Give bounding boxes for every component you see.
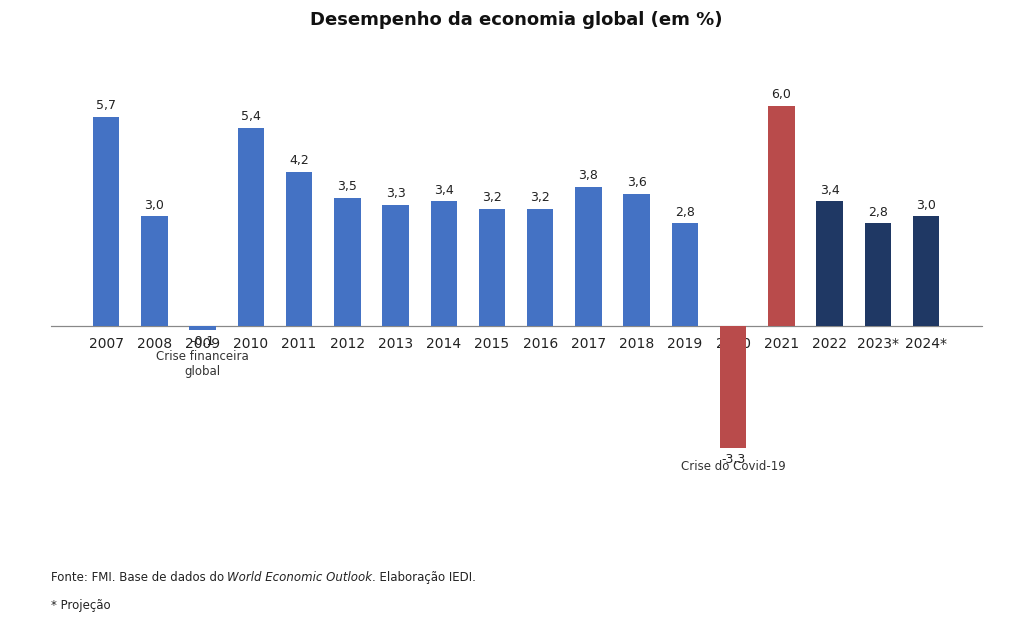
Text: 5,7: 5,7 xyxy=(96,99,116,112)
Text: * Projeção: * Projeção xyxy=(51,599,110,612)
Text: Crise do Covid-19: Crise do Covid-19 xyxy=(680,461,785,473)
Text: 4,2: 4,2 xyxy=(289,155,308,167)
Bar xyxy=(863,223,891,326)
Text: -3,3: -3,3 xyxy=(720,453,744,466)
Bar xyxy=(816,201,842,326)
Bar xyxy=(527,209,553,326)
Text: 3,4: 3,4 xyxy=(819,184,839,197)
Bar xyxy=(719,326,746,447)
Text: 6,0: 6,0 xyxy=(770,88,791,101)
Title: Desempenho da economia global (em %): Desempenho da economia global (em %) xyxy=(309,11,722,30)
Text: 5,4: 5,4 xyxy=(241,110,261,123)
Text: Fonte: FMI. Base de dados do: Fonte: FMI. Base de dados do xyxy=(51,570,227,584)
Text: 3,0: 3,0 xyxy=(915,199,935,211)
Bar xyxy=(623,194,649,326)
Bar xyxy=(430,201,457,326)
Bar xyxy=(238,127,264,326)
Text: 3,5: 3,5 xyxy=(337,180,357,193)
Text: World Economic Outlook: World Economic Outlook xyxy=(227,570,372,584)
Text: 2,8: 2,8 xyxy=(674,206,695,219)
Text: 3,2: 3,2 xyxy=(530,191,550,204)
Bar xyxy=(382,205,408,326)
Text: 3,2: 3,2 xyxy=(481,191,501,204)
Bar xyxy=(574,187,602,326)
Bar xyxy=(189,326,215,330)
Text: -0,1: -0,1 xyxy=(190,336,214,348)
Text: 3,6: 3,6 xyxy=(626,177,646,189)
Text: 3,3: 3,3 xyxy=(385,187,405,201)
Bar xyxy=(93,117,119,326)
Bar xyxy=(285,172,312,326)
Text: Crise financeira
global: Crise financeira global xyxy=(156,350,249,378)
Text: 2,8: 2,8 xyxy=(867,206,887,219)
Bar xyxy=(912,216,938,326)
Text: 3,8: 3,8 xyxy=(578,169,598,182)
Bar xyxy=(478,209,504,326)
Bar xyxy=(671,223,698,326)
Text: . Elaboração IEDI.: . Elaboração IEDI. xyxy=(372,570,476,584)
Bar xyxy=(334,198,360,326)
Bar xyxy=(767,105,794,326)
Text: 3,4: 3,4 xyxy=(434,184,453,197)
Bar xyxy=(141,216,168,326)
Text: 3,0: 3,0 xyxy=(145,199,164,211)
